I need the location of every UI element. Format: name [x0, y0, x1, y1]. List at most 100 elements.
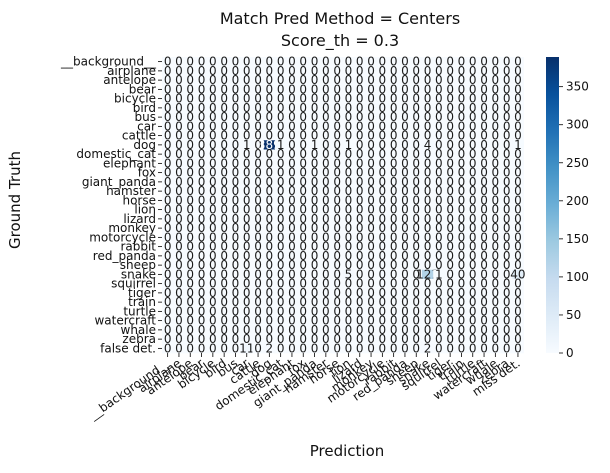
- heatmap-cell: [331, 66, 344, 76]
- heatmap-cell: [501, 325, 513, 335]
- heatmap-cell: [162, 158, 174, 169]
- heatmap-cell: [297, 94, 310, 104]
- cell-value-label: 0: [480, 212, 488, 226]
- heatmap-cell: [207, 131, 219, 141]
- heatmap-cell: [501, 140, 513, 150]
- cell-value-label: 0: [514, 129, 522, 143]
- cell-value-label: 0: [412, 92, 420, 106]
- row-tick-label: tiger: [128, 286, 156, 300]
- heatmap-cell: [184, 205, 197, 215]
- heatmap-cell: [478, 84, 490, 95]
- cell-value-label: 0: [480, 55, 488, 69]
- heatmap-cell: [331, 297, 344, 308]
- cell-value-label: 0: [367, 277, 375, 291]
- cell-value-label: 0: [288, 156, 296, 170]
- heatmap-cell: [320, 251, 332, 261]
- heatmap-cell: [455, 84, 468, 95]
- heatmap-cell: [421, 251, 434, 261]
- heatmap-cell: [421, 103, 434, 113]
- heatmap-cell: [467, 103, 479, 113]
- cell-value-label: 0: [458, 323, 466, 337]
- heatmap-cell: [286, 316, 298, 326]
- cell-value-label: 0: [424, 73, 432, 87]
- cell-value-label: 0: [401, 147, 409, 161]
- heatmap-cell: [455, 269, 468, 280]
- heatmap-cell: [173, 223, 185, 234]
- cell-value-label: 0: [254, 175, 262, 189]
- cell-value-label: 0: [288, 249, 296, 263]
- heatmap-cell: [162, 306, 174, 317]
- cell-value-label: 0: [401, 249, 409, 263]
- heatmap-cell: [252, 232, 264, 243]
- cell-value-label: 0: [514, 286, 522, 300]
- cell-value-label: 0: [356, 55, 364, 69]
- heatmap-cell: [207, 223, 219, 234]
- cell-value-label: 0: [379, 92, 387, 106]
- cell-value-label: 0: [266, 203, 274, 217]
- cell-value-label: 0: [514, 147, 522, 161]
- cell-value-label: 0: [435, 258, 443, 272]
- heatmap-cell: [388, 131, 400, 141]
- cell-value-label: 0: [492, 82, 500, 96]
- heatmap-cell: [331, 214, 344, 224]
- heatmap-cell: [297, 242, 310, 252]
- cell-value-label: 0: [390, 277, 398, 291]
- cell-value-label: 0: [186, 147, 194, 161]
- cell-value-label: 0: [503, 64, 511, 78]
- heatmap-cell: [286, 195, 298, 206]
- cell-value-label: 0: [356, 64, 364, 78]
- heatmap-cell: [365, 306, 377, 317]
- heatmap-cell: [467, 149, 479, 160]
- cell-value-label: 0: [198, 73, 206, 87]
- heatmap-cell: [399, 112, 411, 123]
- heatmap-cell: [286, 177, 298, 187]
- heatmap-cell: [467, 121, 479, 132]
- cell-value-label: 0: [345, 147, 353, 161]
- heatmap-cell: [410, 94, 423, 104]
- cell-value-label: 0: [220, 82, 228, 96]
- cell-value-label: 0: [277, 147, 285, 161]
- heatmap-cell: [455, 214, 468, 224]
- heatmap-cell: [275, 149, 287, 160]
- heatmap-cell: [286, 251, 298, 261]
- cell-value-label: 0: [243, 184, 251, 198]
- cell-value-label: 0: [424, 147, 432, 161]
- heatmap-cell: [444, 57, 457, 67]
- cell-value-label: 0: [277, 249, 285, 263]
- cell-value-label: 0: [232, 147, 240, 161]
- heatmap-cell: [365, 121, 377, 132]
- heatmap-cell: [308, 66, 321, 76]
- cell-value-label: 0: [299, 332, 307, 346]
- heatmap-cell: [252, 205, 264, 215]
- cell-value-label: 0: [356, 147, 364, 161]
- heatmap-cell: [410, 75, 423, 86]
- heatmap-cell: [433, 131, 445, 141]
- cell-value-label: 0: [435, 341, 443, 355]
- heatmap-cell: [286, 131, 298, 141]
- heatmap-cell: [512, 306, 524, 317]
- colorbar-gradient: [546, 57, 559, 353]
- cell-value-label: 0: [333, 249, 341, 263]
- heatmap-cell: [195, 94, 208, 104]
- heatmap-cell: [342, 186, 355, 197]
- heatmap-cell: [195, 242, 208, 252]
- cell-value-label: 0: [480, 314, 488, 328]
- heatmap-cell: [241, 205, 253, 215]
- heatmap-cell: [308, 177, 321, 187]
- cell-value-label: 0: [469, 267, 477, 281]
- heatmap-cell: [286, 223, 298, 234]
- heatmap-cell: [173, 316, 185, 326]
- heatmap-cell: [320, 306, 332, 317]
- cell-value-label: 0: [198, 221, 206, 235]
- cell-value-label: 0: [311, 230, 319, 244]
- heatmap-cell: [184, 75, 197, 86]
- cell-value-label: 0: [424, 193, 432, 207]
- cell-value-label: 0: [243, 193, 251, 207]
- cell-value-label: 0: [277, 166, 285, 180]
- heatmap-cell: [218, 325, 231, 335]
- cell-value-label: 0: [390, 55, 398, 69]
- heatmap-cell: [173, 168, 185, 178]
- cell-value-label: 0: [458, 240, 466, 254]
- cell-value-label: 0: [390, 304, 398, 318]
- heatmap-cell: [263, 121, 276, 132]
